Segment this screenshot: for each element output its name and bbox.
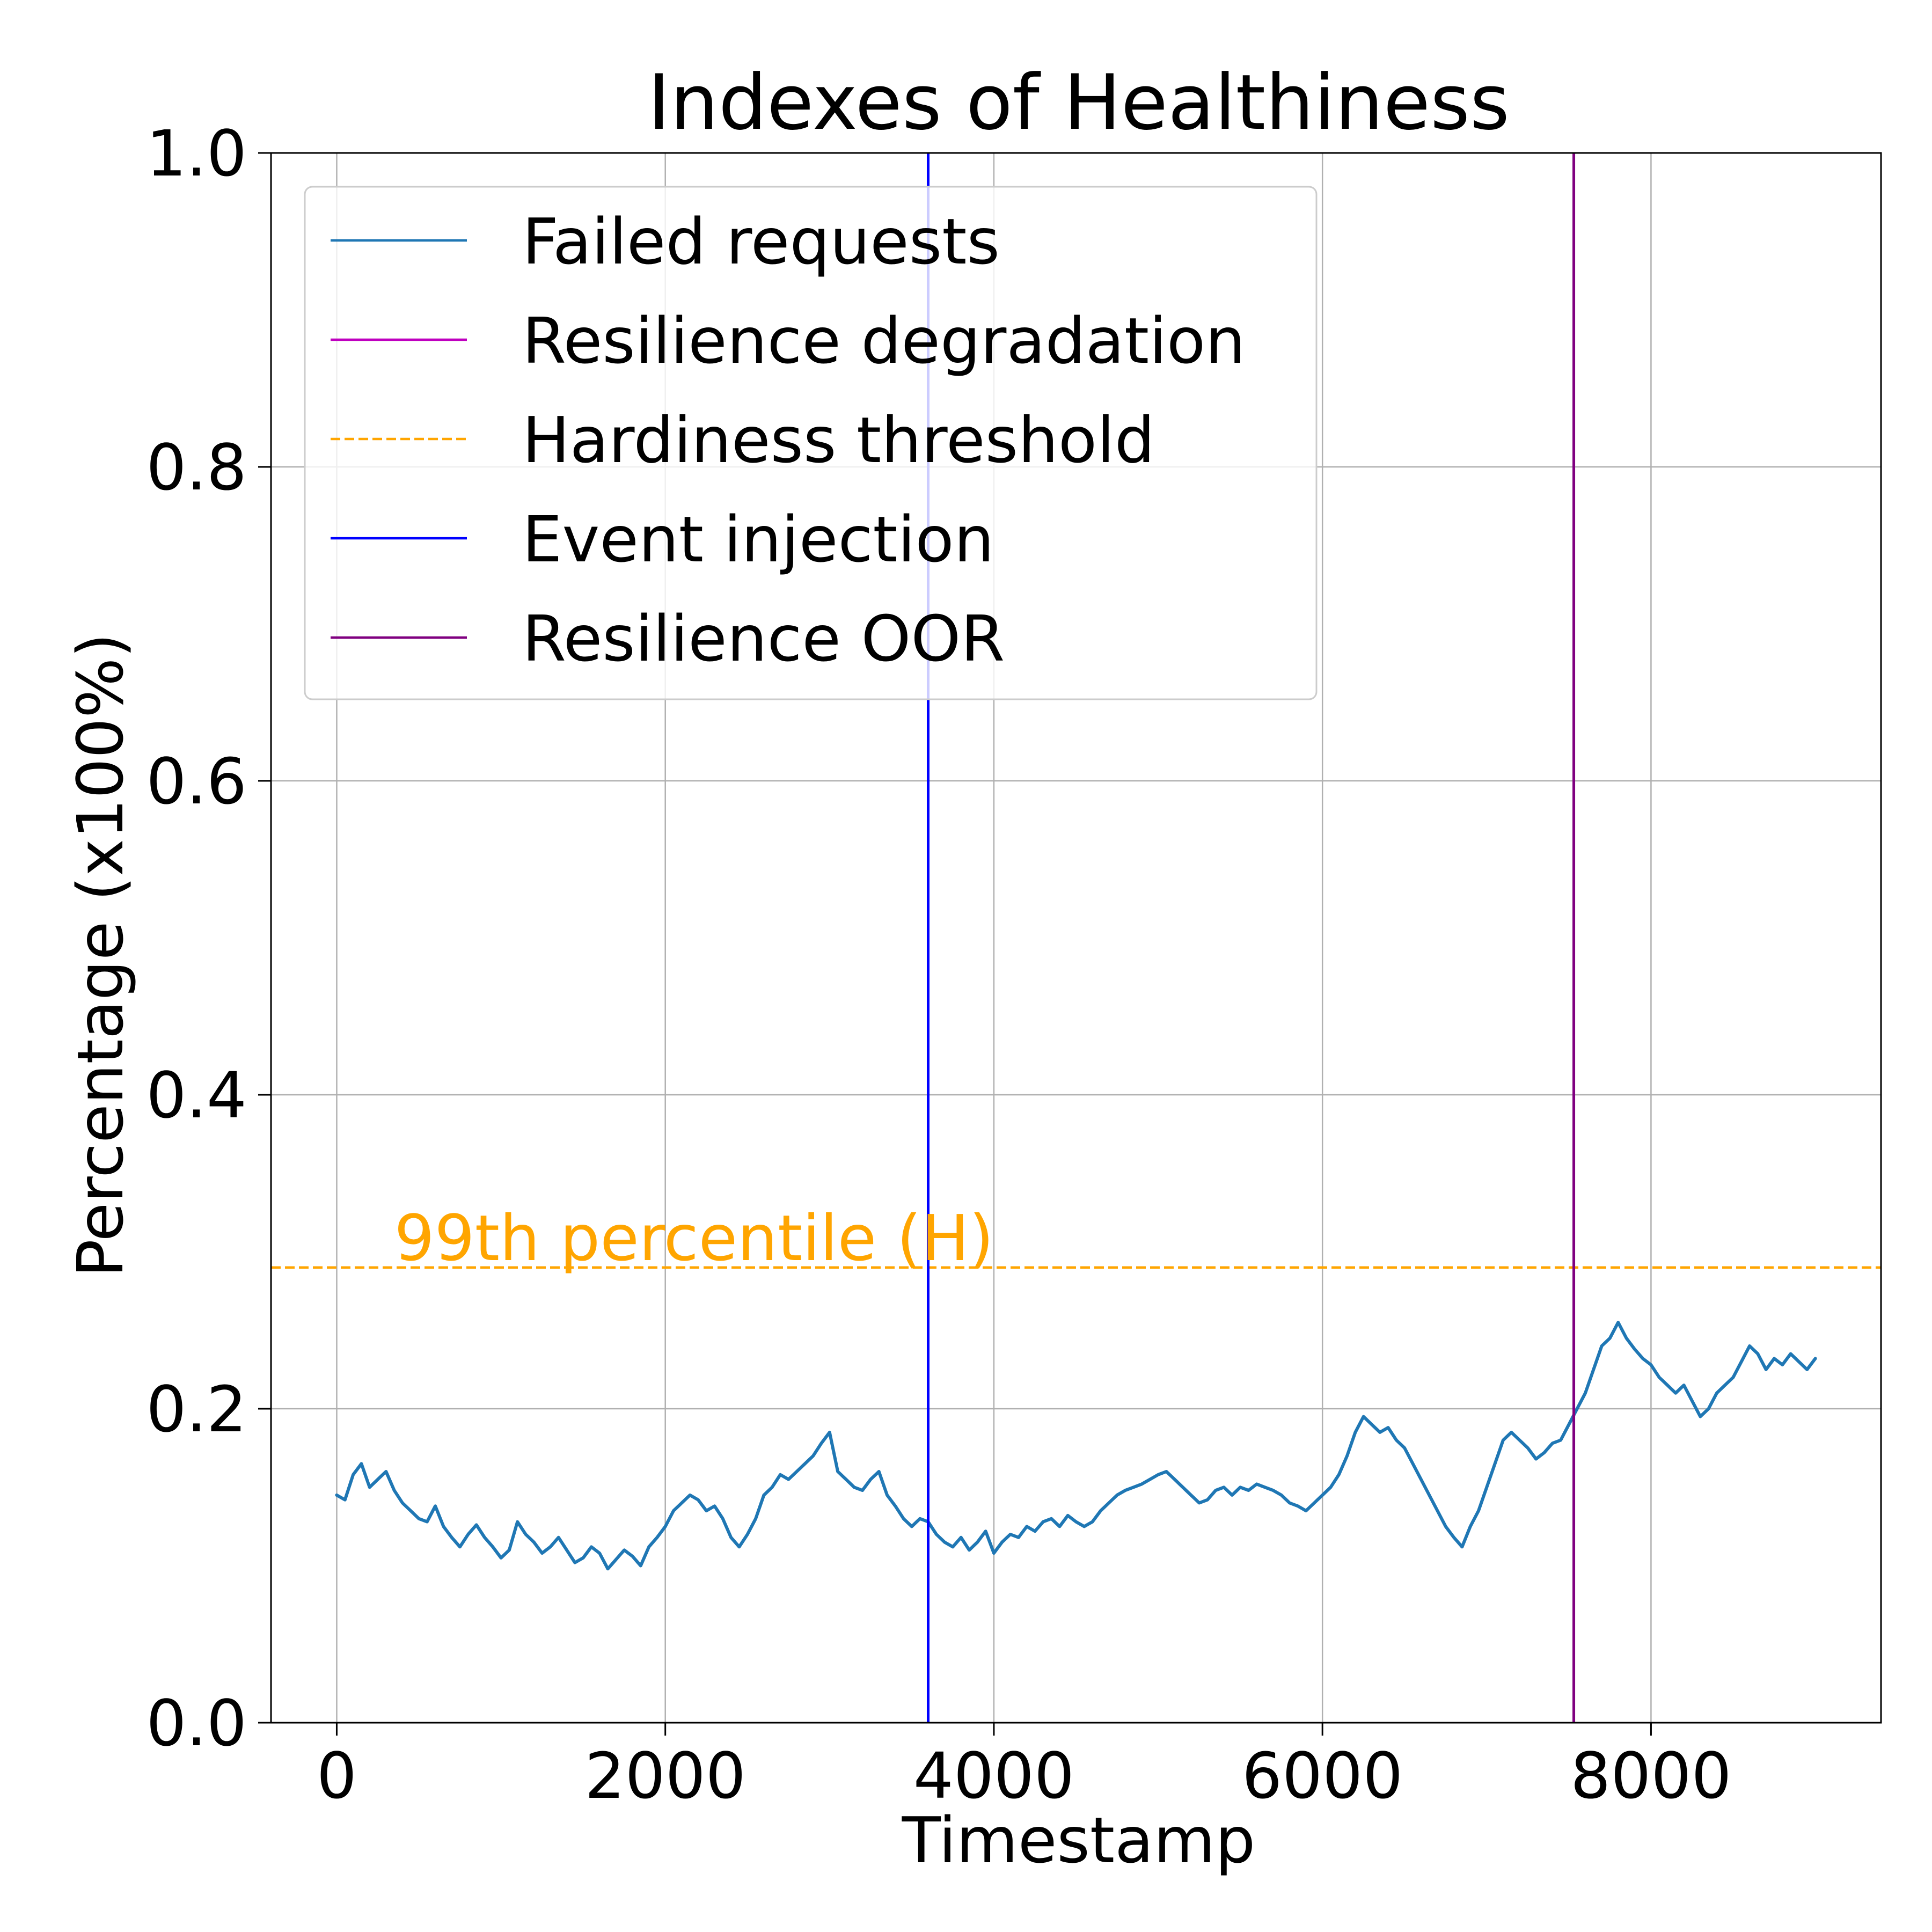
y-axis-label: Percentage (x100%) [63, 633, 137, 1278]
y-tick-label: 0.8 [146, 430, 247, 504]
y-tick-label: 1.0 [146, 116, 247, 191]
y-tick-label: 0.6 [146, 744, 247, 818]
legend: Failed requests Resilience degradation Har… [304, 186, 1318, 700]
x-axis-label: Timestamp [902, 1803, 1256, 1877]
legend-label: Hardiness threshold [522, 403, 1155, 477]
annotation-text: 99th percentile (H) [394, 1201, 994, 1275]
chart-title: Indexes of Healthiness [648, 58, 1510, 147]
x-tick-label: 4000 [913, 1739, 1074, 1813]
legend-label: Resilience degradation [522, 304, 1246, 378]
x-tick-label: 0 [317, 1739, 357, 1813]
legend-label: Resilience OOR [522, 602, 1005, 676]
y-tick-label: 0.4 [146, 1058, 247, 1132]
legend-label: Failed requests [522, 204, 1000, 279]
plot-frame [270, 152, 1882, 1724]
legend-label: Event injection [522, 502, 994, 576]
series-line-failed-requests [335, 1321, 1817, 1571]
x-tick-label: 2000 [585, 1739, 746, 1813]
x-tick-label: 8000 [1570, 1739, 1731, 1813]
y-tick-label: 0.2 [146, 1372, 247, 1446]
legend-box [304, 186, 1318, 700]
x-tick-label: 6000 [1242, 1739, 1403, 1813]
axis-ticks: 0 2000 4000 6000 8000 0.0 0.2 0.4 0.6 0.8 1.0 [146, 116, 1731, 1813]
annotations: 99th percentile (H) [394, 1201, 994, 1275]
y-tick-label: 0.0 [146, 1686, 247, 1760]
